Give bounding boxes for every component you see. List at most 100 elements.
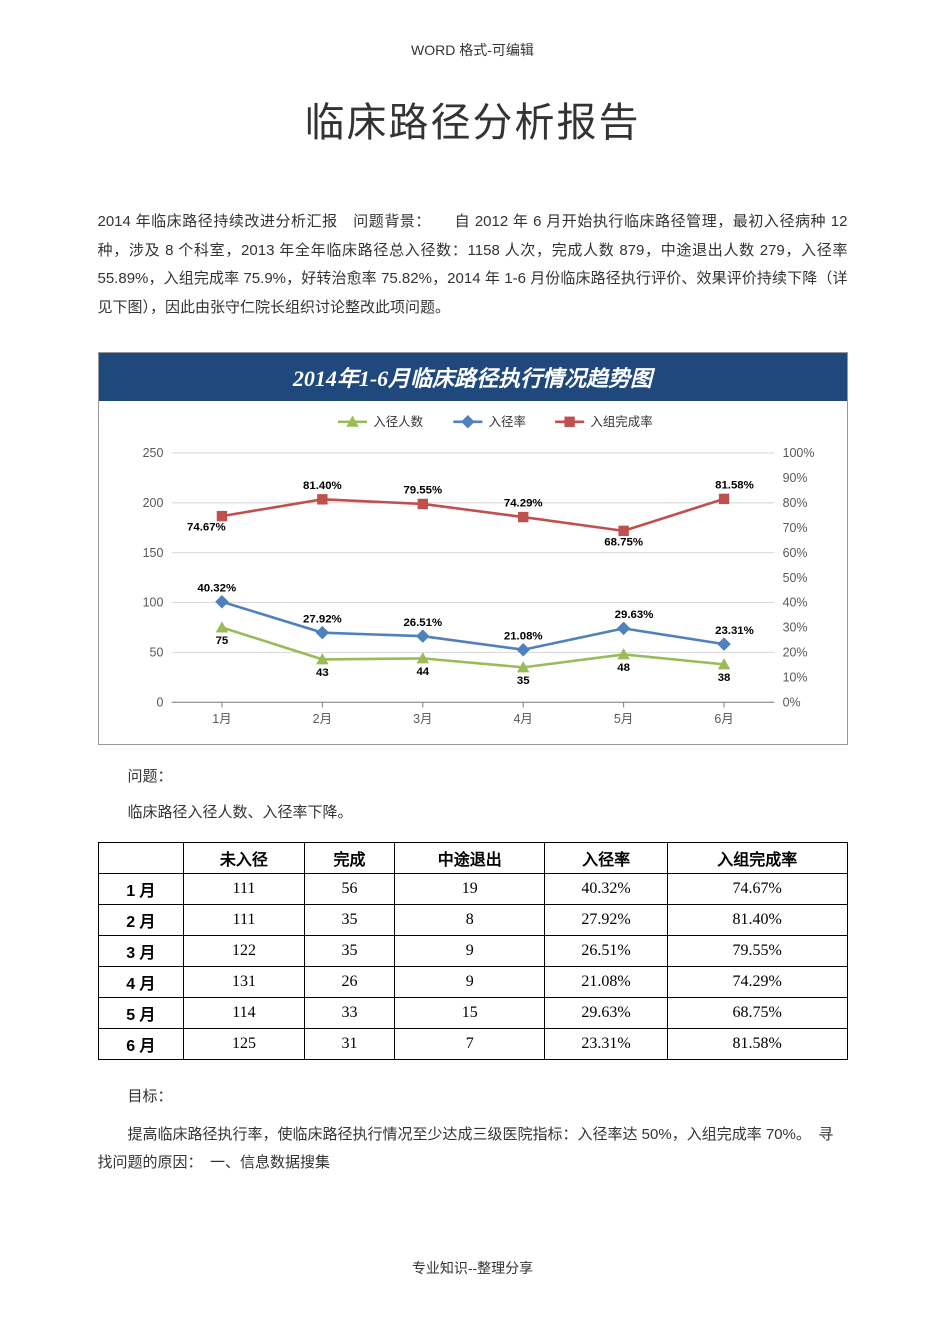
table-cell: 9 (395, 966, 545, 997)
problem-label: 问题： (128, 765, 848, 786)
svg-text:入径人数: 入径人数 (373, 414, 423, 429)
table-cell: 29.63% (545, 997, 668, 1028)
svg-text:入径率: 入径率 (488, 414, 525, 429)
svg-text:44: 44 (416, 666, 429, 678)
table-cell: 23.31% (545, 1028, 668, 1059)
svg-text:2月: 2月 (312, 712, 331, 726)
table-cell: 114 (184, 997, 304, 1028)
svg-text:40%: 40% (782, 596, 807, 610)
header-note: WORD 格式-可编辑 (98, 40, 848, 60)
table-cell: 33 (304, 997, 395, 1028)
table-cell: 81.58% (667, 1028, 847, 1059)
goal-label: 目标： (128, 1085, 848, 1106)
svg-text:入组完成率: 入组完成率 (590, 414, 652, 429)
monthly-data-table: 未入径完成中途退出入径率入组完成率1 月111561940.32%74.67%2… (98, 842, 848, 1060)
background-paragraph: 2014 年临床路径持续改进分析汇报 问题背景： 自 2012 年 6 月开始执… (98, 208, 848, 322)
svg-text:70%: 70% (782, 521, 807, 535)
table-row: 2 月11135827.92%81.40% (98, 904, 847, 935)
document-page: WORD 格式-可编辑 临床路径分析报告 2014 年临床路径持续改进分析汇报 … (98, 40, 848, 1278)
svg-text:79.55%: 79.55% (403, 485, 442, 497)
table-cell: 15 (395, 997, 545, 1028)
table-cell: 68.75% (667, 997, 847, 1028)
svg-text:3月: 3月 (413, 712, 432, 726)
table-header-cell: 入径率 (545, 842, 668, 873)
svg-text:81.40%: 81.40% (303, 480, 342, 492)
table-row: 3 月12235926.51%79.55% (98, 935, 847, 966)
table-cell: 111 (184, 873, 304, 904)
table-cell: 56 (304, 873, 395, 904)
page-title: 临床路径分析报告 (98, 90, 848, 148)
svg-text:43: 43 (316, 667, 329, 679)
svg-text:35: 35 (516, 675, 529, 687)
table-cell: 3 月 (98, 935, 184, 966)
table-header-cell: 未入径 (184, 842, 304, 873)
svg-text:60%: 60% (782, 546, 807, 560)
svg-text:4月: 4月 (513, 712, 532, 726)
chart-canvas: 0501001502002500%10%20%30%40%50%60%70%80… (99, 401, 847, 744)
problem-statement: 临床路径入径人数、入径率下降。 (128, 801, 848, 822)
table-cell: 2 月 (98, 904, 184, 935)
svg-text:5月: 5月 (613, 712, 632, 726)
svg-text:0%: 0% (782, 695, 800, 709)
table-cell: 79.55% (667, 935, 847, 966)
svg-text:1月: 1月 (212, 712, 231, 726)
table-cell: 19 (395, 873, 545, 904)
svg-text:38: 38 (717, 672, 730, 684)
table-header-cell (98, 842, 184, 873)
table-cell: 8 (395, 904, 545, 935)
svg-text:20%: 20% (782, 646, 807, 660)
table-cell: 26.51% (545, 935, 668, 966)
table-cell: 31 (304, 1028, 395, 1059)
table-cell: 9 (395, 935, 545, 966)
svg-text:0: 0 (156, 695, 163, 709)
table-cell: 7 (395, 1028, 545, 1059)
table-header-cell: 完成 (304, 842, 395, 873)
svg-text:6月: 6月 (714, 712, 733, 726)
svg-text:90%: 90% (782, 471, 807, 485)
svg-text:68.75%: 68.75% (604, 536, 643, 548)
svg-text:27.92%: 27.92% (303, 613, 342, 625)
svg-text:10%: 10% (782, 670, 807, 684)
table-cell: 27.92% (545, 904, 668, 935)
table-row: 5 月114331529.63%68.75% (98, 997, 847, 1028)
table-cell: 74.29% (667, 966, 847, 997)
svg-text:30%: 30% (782, 621, 807, 635)
svg-text:50%: 50% (782, 571, 807, 585)
table-cell: 5 月 (98, 997, 184, 1028)
table-header-cell: 中途退出 (395, 842, 545, 873)
trend-chart: 2014年1-6月临床路径执行情况趋势图 0501001502002500%10… (98, 352, 848, 745)
goal-paragraph: 提高临床路径执行率，使临床路径执行情况至少达成三级医院指标：入径率达 50%，入… (98, 1121, 848, 1178)
svg-text:48: 48 (617, 662, 630, 674)
table-row: 4 月13126921.08%74.29% (98, 966, 847, 997)
svg-text:81.58%: 81.58% (715, 479, 754, 491)
table-cell: 21.08% (545, 966, 668, 997)
svg-text:29.63%: 29.63% (614, 609, 653, 621)
table-cell: 111 (184, 904, 304, 935)
svg-text:100: 100 (142, 596, 163, 610)
table-cell: 81.40% (667, 904, 847, 935)
table-cell: 125 (184, 1028, 304, 1059)
svg-text:74.67%: 74.67% (187, 522, 226, 534)
table-cell: 40.32% (545, 873, 668, 904)
svg-text:200: 200 (142, 496, 163, 510)
table-cell: 4 月 (98, 966, 184, 997)
table-cell: 6 月 (98, 1028, 184, 1059)
svg-text:21.08%: 21.08% (503, 630, 542, 642)
svg-text:50: 50 (149, 646, 163, 660)
table-cell: 26 (304, 966, 395, 997)
table-cell: 122 (184, 935, 304, 966)
table-header-cell: 入组完成率 (667, 842, 847, 873)
svg-text:75: 75 (215, 635, 228, 647)
svg-text:40.32%: 40.32% (197, 582, 236, 594)
svg-text:23.31%: 23.31% (715, 625, 754, 637)
footer-note: 专业知识--整理分享 (98, 1258, 848, 1278)
svg-text:26.51%: 26.51% (403, 617, 442, 629)
table-cell: 74.67% (667, 873, 847, 904)
svg-text:80%: 80% (782, 496, 807, 510)
table-cell: 131 (184, 966, 304, 997)
svg-text:74.29%: 74.29% (503, 498, 542, 510)
table-row: 6 月12531723.31%81.58% (98, 1028, 847, 1059)
svg-text:250: 250 (142, 446, 163, 460)
table-cell: 1 月 (98, 873, 184, 904)
svg-text:100%: 100% (782, 446, 814, 460)
